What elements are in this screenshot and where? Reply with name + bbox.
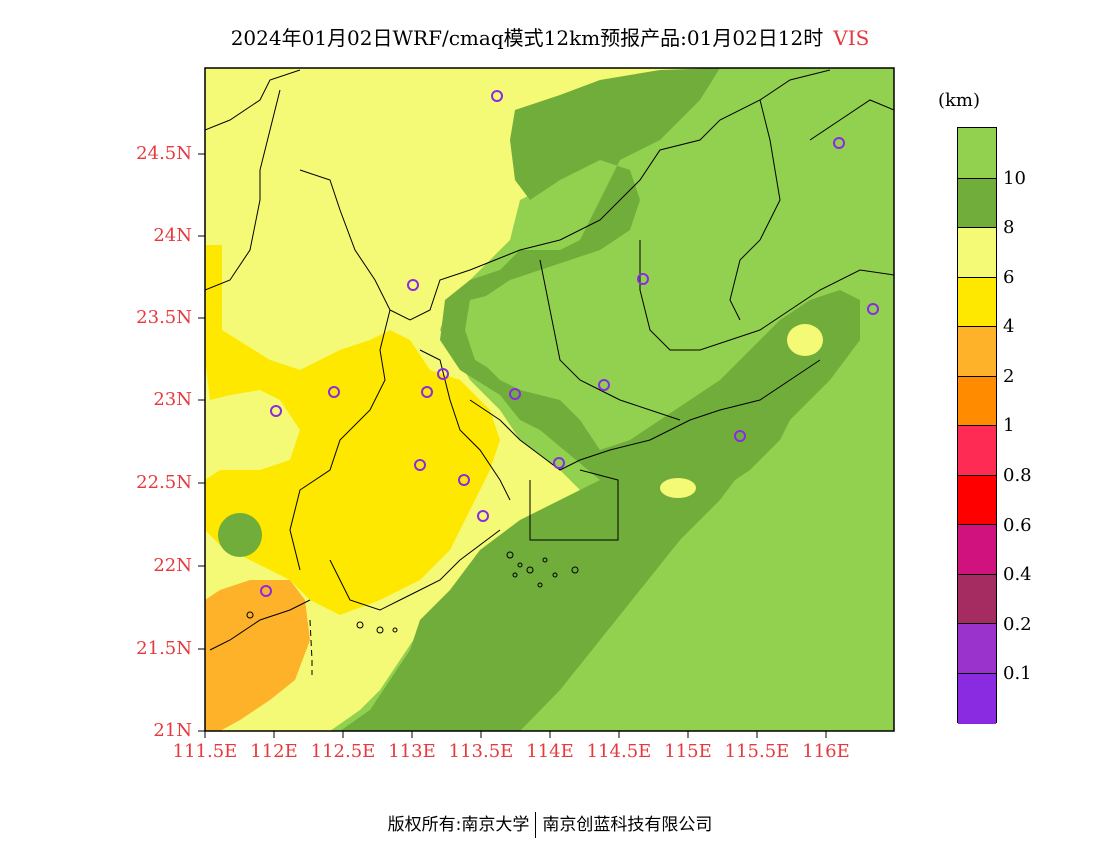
station-marker bbox=[414, 459, 426, 471]
lon-label-113-5: 113.5E bbox=[448, 741, 514, 762]
vis-zone-6-8-eastpatch bbox=[787, 324, 823, 356]
legend-label: 10 bbox=[1003, 168, 1026, 189]
lon-label-113: 113E bbox=[388, 741, 436, 762]
legend-label: 1 bbox=[1003, 415, 1015, 436]
map-title: 2024年01月02日WRF/cmaq模式12km预报产品:01月02日12时 V… bbox=[0, 22, 1100, 51]
legend-swatch bbox=[958, 524, 996, 575]
dashed-boundary bbox=[309, 619, 313, 675]
legend-label: 0.6 bbox=[1003, 515, 1032, 536]
vis-zone-8-10-central bbox=[340, 68, 860, 731]
station-marker bbox=[437, 368, 449, 380]
station-marker bbox=[637, 273, 649, 285]
lat-label-22: 22N bbox=[153, 555, 192, 576]
legend-label: 8 bbox=[1003, 217, 1015, 238]
lat-label-21-5: 21.5N bbox=[136, 638, 192, 659]
lon-label-111-5: 111.5E bbox=[172, 741, 238, 762]
lon-label-114-5: 114.5E bbox=[586, 741, 652, 762]
footer-right: 南京创蓝科技有限公司 bbox=[542, 815, 713, 835]
lat-label-24-5: 24.5N bbox=[136, 143, 192, 164]
station-marker bbox=[407, 279, 419, 291]
station-marker bbox=[553, 457, 565, 469]
lon-label-115-5: 115.5E bbox=[724, 741, 790, 762]
legend-swatch bbox=[958, 227, 996, 278]
vis-zone-gt10-inner bbox=[465, 290, 545, 375]
legend-swatch bbox=[958, 425, 996, 476]
footer-separator bbox=[535, 812, 537, 838]
legend-swatch bbox=[958, 573, 996, 625]
title-main: 2024年01月02日WRF/cmaq模式12km预报产品:01月02日12时 bbox=[230, 26, 824, 50]
station-marker bbox=[509, 388, 521, 400]
station-marker bbox=[491, 90, 503, 102]
title-variable: VIS bbox=[833, 26, 870, 50]
vis-zone-4-6 bbox=[205, 245, 500, 615]
station-marker bbox=[477, 510, 489, 522]
legend-label: 2 bbox=[1003, 366, 1015, 387]
legend-label: 6 bbox=[1003, 267, 1015, 288]
station-marker bbox=[734, 430, 746, 442]
lat-label-24: 24N bbox=[153, 225, 192, 246]
legend-label: 0.1 bbox=[1003, 663, 1032, 684]
station-marker bbox=[598, 379, 610, 391]
vis-zone-8-10-coast bbox=[430, 300, 860, 731]
station-marker bbox=[833, 137, 845, 149]
station-marker bbox=[867, 303, 879, 315]
vis-zone-2-4 bbox=[205, 580, 310, 731]
legend-label: 0.8 bbox=[1003, 465, 1032, 486]
station-markers bbox=[260, 90, 879, 597]
lat-label-23-5: 23.5N bbox=[136, 307, 192, 328]
station-marker bbox=[270, 405, 282, 417]
station-marker bbox=[328, 386, 340, 398]
lat-label-21: 21N bbox=[153, 720, 192, 741]
lon-label-114: 114E bbox=[526, 741, 574, 762]
legend-swatch bbox=[958, 474, 996, 526]
islands bbox=[246, 551, 579, 634]
legend-swatch bbox=[958, 672, 996, 724]
legend-swatch bbox=[958, 128, 996, 178]
lat-label-22-5: 22.5N bbox=[136, 472, 192, 493]
legend-swatch bbox=[958, 326, 996, 377]
vis-zone-8-10-blob bbox=[218, 513, 262, 557]
legend-label: 4 bbox=[1003, 316, 1015, 337]
legend-unit: (km) bbox=[938, 90, 981, 111]
legend-swatch bbox=[958, 375, 996, 427]
footer-credit: 版权所有:南京大学 南京创蓝科技有限公司 bbox=[0, 810, 1100, 838]
lat-label-23: 23N bbox=[153, 389, 192, 410]
color-legend bbox=[957, 127, 997, 724]
axis-ticks bbox=[198, 153, 827, 738]
lon-label-112-5: 112.5E bbox=[310, 741, 376, 762]
legend-label: 0.2 bbox=[1003, 614, 1032, 635]
visibility-field bbox=[205, 68, 894, 731]
legend-swatch bbox=[958, 623, 996, 674]
station-marker bbox=[421, 386, 433, 398]
legend-swatch bbox=[958, 276, 996, 328]
station-marker bbox=[260, 585, 272, 597]
lon-label-116: 116E bbox=[802, 741, 850, 762]
lon-label-115: 115E bbox=[664, 741, 712, 762]
admin-boundaries bbox=[205, 69, 894, 651]
footer-left: 版权所有:南京大学 bbox=[387, 815, 530, 835]
vis-zone-6-8-coastpatch bbox=[660, 478, 696, 498]
lon-label-112: 112E bbox=[250, 741, 298, 762]
legend-label: 0.4 bbox=[1003, 564, 1032, 585]
legend-swatch bbox=[958, 177, 996, 229]
station-marker bbox=[458, 474, 470, 486]
